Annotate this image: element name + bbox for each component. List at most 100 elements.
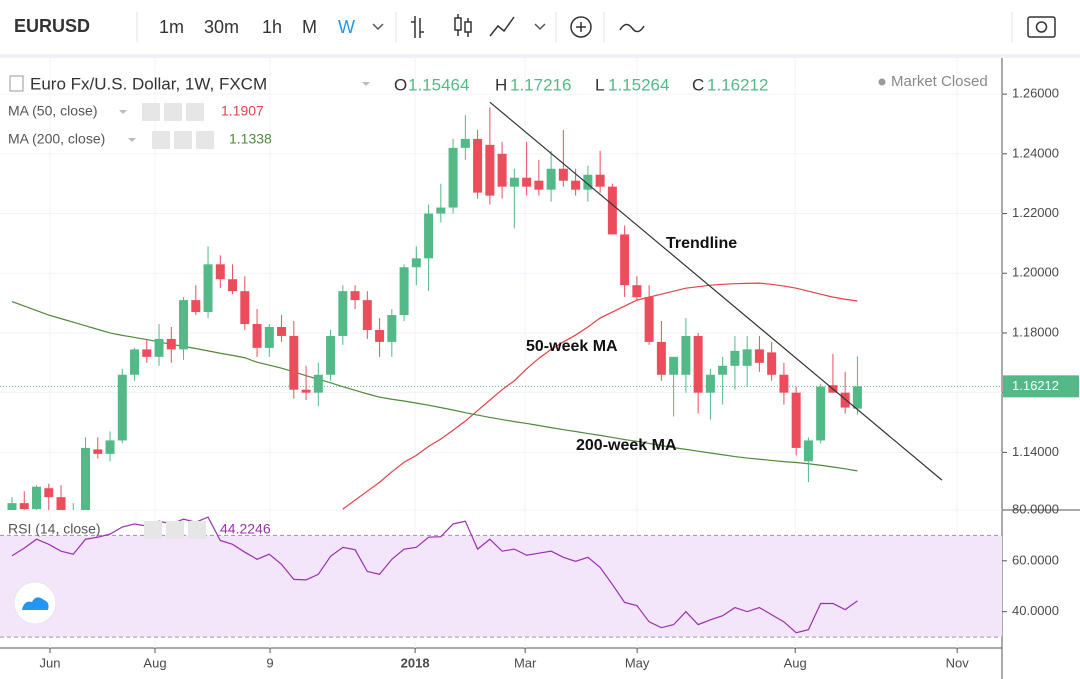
- candle-body: [301, 389, 311, 393]
- ohlc-value: 1.17216: [510, 75, 571, 94]
- candle-body: [473, 138, 483, 193]
- candle-body: [326, 335, 336, 375]
- logo[interactable]: [13, 581, 57, 625]
- y-tick-label: 40.0000: [1012, 603, 1059, 618]
- ma200-value: 1.1338: [229, 131, 272, 147]
- interval-button[interactable]: M: [302, 17, 317, 37]
- ma200-controls[interactable]: [152, 131, 214, 149]
- candle-body: [179, 300, 189, 350]
- candle-body: [350, 291, 360, 301]
- x-tick-label: 9: [266, 655, 273, 670]
- y-tick-label: 1.20000: [1012, 265, 1059, 280]
- area-icon[interactable]: [489, 16, 515, 37]
- candle-body: [105, 440, 115, 454]
- ma200-dropdown[interactable]: [128, 138, 136, 142]
- candle-body: [166, 338, 176, 350]
- chart-title: Euro Fx/U.S. Dollar, 1W, FXCM: [30, 74, 267, 93]
- candle-body: [632, 285, 642, 298]
- candle-body: [387, 315, 397, 342]
- candle-body: [338, 291, 348, 336]
- style-dropdown[interactable]: [534, 23, 546, 31]
- ma50-controls[interactable]: [142, 103, 204, 121]
- ma200-label: MA (200, close): [8, 131, 105, 147]
- title-dropdown[interactable]: [362, 82, 370, 86]
- interval-dropdown[interactable]: [372, 23, 384, 31]
- candle-body: [93, 449, 103, 454]
- rsi-value: 44.2246: [220, 521, 271, 537]
- candle-body: [448, 147, 458, 208]
- interval-button[interactable]: 1h: [262, 17, 282, 37]
- candle-body: [779, 374, 789, 393]
- candle-body: [497, 153, 507, 187]
- compare-icon[interactable]: [619, 23, 645, 33]
- x-tick-label: May: [625, 655, 650, 670]
- candle-body: [142, 349, 152, 357]
- annotation: Trendline: [666, 235, 737, 252]
- symbol[interactable]: EURUSD: [14, 16, 90, 36]
- candle-body: [203, 264, 213, 313]
- candle-body: [240, 291, 250, 325]
- snapshot-icon[interactable]: [1027, 16, 1056, 38]
- y-tick-label: 1.24000: [1012, 145, 1059, 160]
- candle-body: [117, 374, 127, 441]
- candle-body: [730, 350, 740, 366]
- moving-average: [11, 301, 858, 472]
- candle-body: [264, 326, 274, 348]
- candle-body: [289, 335, 299, 390]
- candle-body: [252, 324, 262, 348]
- ma50-label: MA (50, close): [8, 103, 97, 119]
- rsi-label: RSI (14, close): [8, 521, 101, 537]
- y-tick-label: 1.22000: [1012, 205, 1059, 220]
- interval-button[interactable]: 30m: [204, 17, 239, 37]
- moving-average: [342, 282, 858, 510]
- rsi-band: [0, 535, 1002, 638]
- market-status: Market Closed: [891, 73, 988, 90]
- candle-body: [754, 349, 764, 363]
- x-tick-label: Nov: [946, 655, 970, 670]
- candle-body: [656, 341, 666, 375]
- trendline: [489, 101, 943, 481]
- legend: Euro Fx/U.S. Dollar, 1W, FXCM O 1.15464 …: [8, 73, 988, 625]
- ohlc-label: H: [495, 75, 507, 94]
- annotation: 50-week MA: [526, 338, 618, 355]
- candle-body: [375, 329, 385, 342]
- candle-body: [154, 338, 164, 357]
- candle-body: [56, 497, 66, 510]
- candle-body: [852, 386, 862, 409]
- x-tick-label: Aug: [143, 655, 166, 670]
- candle-body: [81, 447, 91, 510]
- y-tick-label: 60.0000: [1012, 552, 1059, 567]
- candle-body: [767, 352, 777, 375]
- add-indicator[interactable]: [570, 16, 592, 38]
- ohlc-value: 1.16212: [707, 75, 768, 94]
- interval-button[interactable]: W: [338, 17, 355, 37]
- candle-body: [718, 365, 728, 375]
- bars-icon[interactable]: [411, 16, 424, 38]
- candle-body: [130, 349, 140, 375]
- rsi-plot: [0, 516, 1002, 638]
- candles-icon[interactable]: [454, 14, 472, 37]
- candle-body: [19, 503, 29, 510]
- price-plot: [0, 101, 1002, 510]
- y-tick-label: 80.0000: [1012, 501, 1059, 516]
- candle-body: [485, 144, 495, 196]
- ma50-value: 1.1907: [221, 103, 264, 119]
- ma50-dropdown[interactable]: [119, 110, 127, 114]
- rsi-controls[interactable]: [144, 521, 206, 539]
- candle-body: [424, 213, 434, 259]
- status-dot: [878, 78, 886, 86]
- candle-body: [534, 180, 544, 190]
- candle-body: [399, 267, 409, 316]
- collapse-icon[interactable]: [9, 75, 24, 92]
- candle-body: [693, 335, 703, 393]
- y-tick-label: 1.18000: [1012, 324, 1059, 339]
- x-tick-label: Mar: [514, 655, 537, 670]
- candle-body: [742, 349, 752, 366]
- candle-body: [558, 168, 568, 181]
- interval-button[interactable]: 1m: [159, 17, 184, 37]
- candle-body: [583, 174, 593, 190]
- last-price-box: [1003, 375, 1079, 398]
- candle-body: [362, 300, 372, 330]
- candle-body: [509, 177, 519, 187]
